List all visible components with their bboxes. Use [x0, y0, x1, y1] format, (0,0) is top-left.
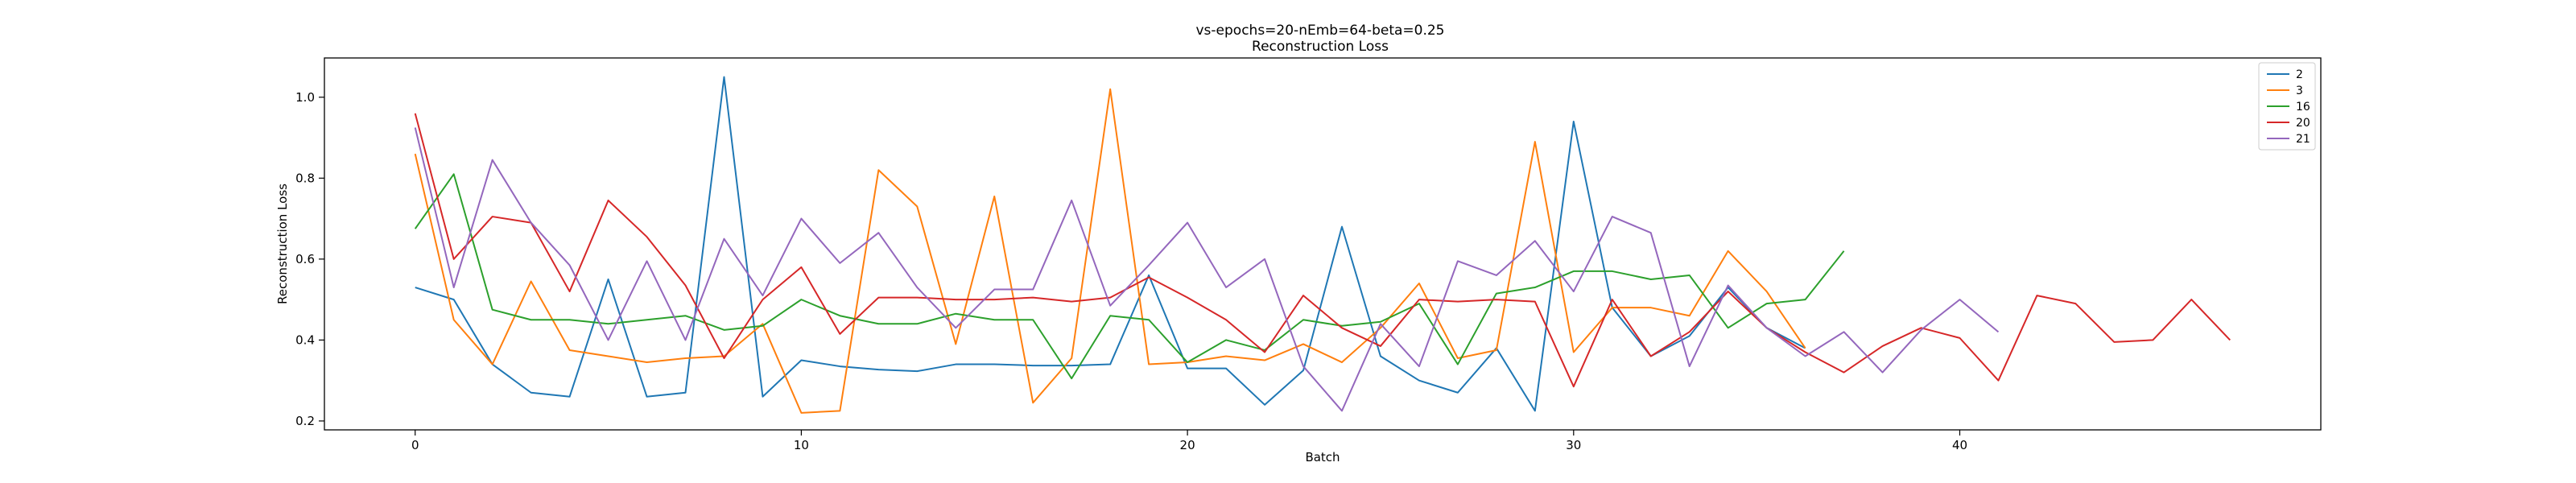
plot-frame — [324, 57, 2322, 431]
x-tick-label: 20 — [1180, 438, 1195, 452]
series-line-2 — [415, 76, 1806, 412]
y-axis-label: Reconstruction Loss — [275, 184, 290, 304]
legend-label-20: 20 — [2296, 117, 2310, 130]
y-tick-label: 1.0 — [295, 90, 315, 105]
y-tick-label: 0.4 — [295, 332, 315, 347]
x-tick-label: 10 — [794, 438, 809, 452]
x-tick-label: 40 — [1952, 438, 1967, 452]
series-lines — [414, 76, 2231, 414]
chart-title: vs-epochs=20-nEmb=64-beta=0.25 — [1196, 23, 1445, 39]
y-axis-ticks: 0.2 0.4 0.6 0.8 1.0 — [295, 90, 324, 428]
legend-label-2: 2 — [2296, 68, 2303, 81]
legend: 2 3 16 20 21 — [2258, 62, 2316, 151]
legend-label-16: 16 — [2296, 101, 2310, 114]
series-line-3 — [414, 88, 1806, 414]
series-line-20 — [414, 113, 2231, 388]
legend-items: 2 3 16 20 21 — [2267, 68, 2310, 146]
x-axis-ticks: 0 10 20 30 40 — [411, 430, 1967, 452]
chart-subtitle: Reconstruction Loss — [1252, 39, 1389, 55]
y-tick-label: 0.8 — [295, 171, 315, 185]
x-tick-label: 30 — [1566, 438, 1581, 452]
x-axis-label: Batch — [1305, 450, 1340, 464]
legend-label-3: 3 — [2296, 85, 2303, 97]
series-line-16 — [414, 173, 1845, 380]
x-tick-label: 0 — [411, 438, 419, 452]
series-line-21 — [414, 127, 2000, 412]
y-tick-label: 0.6 — [295, 252, 315, 266]
legend-label-21: 21 — [2296, 133, 2310, 146]
y-tick-label: 0.2 — [295, 414, 315, 428]
